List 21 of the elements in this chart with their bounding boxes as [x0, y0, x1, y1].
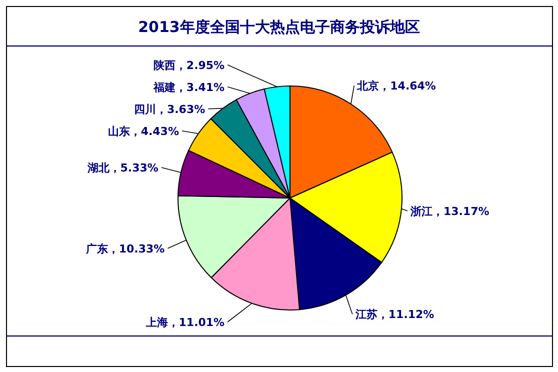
data-label: ，2.95%	[175, 58, 225, 72]
chart-title: 2013年度全国十大热点电子商务投诉地区	[138, 18, 420, 36]
slice-label: 湖北	[86, 162, 110, 175]
data-label: ，3.63%	[156, 102, 206, 116]
data-label: ，4.43%	[130, 124, 179, 138]
data-label: ，10.33%	[108, 242, 165, 256]
slice-label: 江苏	[354, 308, 378, 322]
slice-label: 北京	[356, 80, 380, 93]
slice-label: 四川	[134, 102, 156, 116]
data-label: ，3.41%	[175, 80, 225, 94]
data-label: ，14.64%	[379, 80, 436, 93]
slice-label: 山东	[108, 124, 130, 138]
data-label: ，13.17%	[432, 204, 490, 218]
slice-label: 上海	[144, 316, 168, 329]
data-label: ，11.01%	[168, 316, 225, 329]
data-label: ，11.12%	[377, 308, 434, 322]
slice-label: 福建	[152, 80, 176, 94]
slice-label: 广东	[84, 242, 108, 256]
slice-label: 浙江	[409, 204, 432, 218]
data-label: ，5.33%	[109, 162, 158, 175]
slice-label: 陕西	[153, 58, 176, 72]
